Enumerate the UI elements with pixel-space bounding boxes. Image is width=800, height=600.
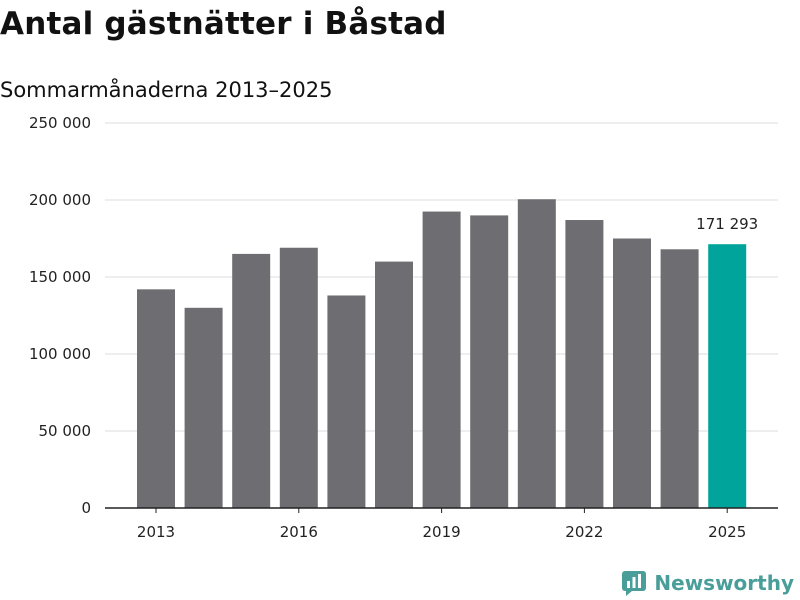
bar-2018 [375, 261, 413, 508]
bar-2015 [232, 253, 271, 508]
bar-2017 [327, 295, 366, 508]
x-tick-label: 2016 [280, 523, 318, 541]
bar-2016 [279, 247, 318, 509]
bar-2014 [184, 307, 223, 508]
chart-subtitle: Sommarmånaderna 2013–2025 [0, 78, 333, 102]
bar-2019 [422, 211, 461, 509]
bar-2021 [517, 199, 556, 509]
x-tick-label: 2019 [423, 523, 461, 541]
y-tick-label: 150 000 [29, 268, 91, 286]
bar-2013 [137, 289, 175, 508]
brand-name: Newsworthy [654, 571, 794, 595]
bar-2025 [708, 244, 747, 508]
x-tick-label: 2025 [708, 523, 746, 541]
chart-title: Antal gästnätter i Båstad [0, 6, 447, 42]
y-tick-label: 50 000 [39, 422, 92, 440]
bar-2022 [565, 220, 604, 508]
x-tick-label: 2013 [137, 523, 175, 541]
y-tick-label: 0 [81, 499, 91, 517]
y-tick-label: 250 000 [29, 114, 91, 132]
newsworthy-logo-icon [622, 571, 647, 596]
bar-2024 [660, 249, 699, 508]
data-label: 171 293 [696, 215, 758, 233]
y-tick-label: 200 000 [29, 191, 91, 209]
bar-2023 [613, 238, 651, 508]
x-tick-label: 2022 [565, 523, 603, 541]
newsworthy-brand[interactable]: Newsworthy [621, 570, 794, 596]
bar-chart: 0 50 000 100 000 150 000 200 000 250 000 2013 2… [29, 114, 778, 541]
y-tick-label: 100 000 [29, 345, 91, 363]
bar-2020 [470, 215, 509, 508]
